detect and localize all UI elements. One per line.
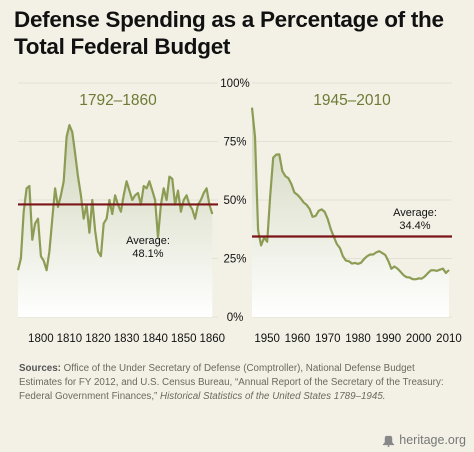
title-line-2: Total Federal Budget xyxy=(14,34,231,59)
panel-title-0: 1792–1860 xyxy=(79,92,157,109)
y-tick-label-0: 0% xyxy=(227,312,244,324)
area-fill-1 xyxy=(252,107,449,317)
sources-italic: Historical Statistics of the United Stat… xyxy=(160,391,386,402)
chart-title: Defense Spending as a Percentage of the … xyxy=(14,6,464,60)
y-tick-label-1: 25% xyxy=(223,254,246,266)
x-tick-label-1-1: 1960 xyxy=(285,333,311,345)
x-tick-label-1-6: 2010 xyxy=(436,333,462,345)
x-tick-label-0-6: 1860 xyxy=(199,333,225,345)
series-line-1 xyxy=(250,107,450,281)
x-tick-label-1-3: 1980 xyxy=(345,333,371,345)
x-tick-label-1-2: 1970 xyxy=(315,333,341,345)
x-tick-label-0-1: 1810 xyxy=(57,333,83,345)
sources-label: Sources: xyxy=(19,363,61,374)
x-tick-label-0-3: 1830 xyxy=(114,333,140,345)
x-tick-label-1-5: 2000 xyxy=(406,333,432,345)
x-tick-label-0-5: 1850 xyxy=(171,333,197,345)
average-label-0-1: 48.1% xyxy=(132,248,163,260)
average-label-1-0: Average: xyxy=(393,207,437,219)
x-tick-label-1-4: 1990 xyxy=(376,333,402,345)
footer-text[interactable]: heritage.org xyxy=(399,433,466,447)
y-tick-label-3: 75% xyxy=(223,137,246,149)
panel-title-1: 1945–2010 xyxy=(313,92,391,109)
average-label-1-1: 34.4% xyxy=(399,220,430,232)
sources-text: Office of the Under Secretary of Defense… xyxy=(19,363,444,402)
sources-note: Sources: Office of the Under Secretary o… xyxy=(19,362,459,404)
x-tick-label-1-0: 1950 xyxy=(254,333,280,345)
y-tick-label-4: 100% xyxy=(220,78,249,90)
x-tick-label-0-0: 1800 xyxy=(28,333,54,345)
liberty-bell-icon xyxy=(383,435,395,447)
footer: heritage.org xyxy=(382,433,466,447)
average-label-0-0: Average: xyxy=(126,235,170,247)
x-tick-label-0-2: 1820 xyxy=(85,333,111,345)
x-tick-label-0-4: 1840 xyxy=(142,333,168,345)
area-fill-0 xyxy=(18,125,213,317)
y-tick-label-2: 50% xyxy=(223,195,246,207)
title-line-1: Defense Spending as a Percentage of the xyxy=(14,7,444,32)
